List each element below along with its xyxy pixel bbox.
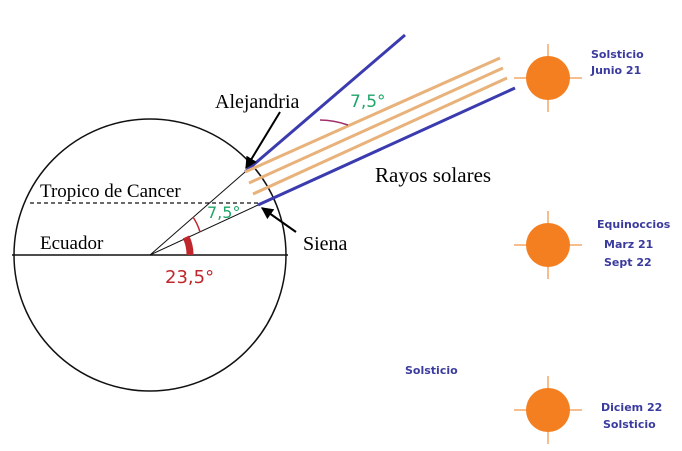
sun-label: Equinoccios (597, 218, 671, 231)
label-latitude: 23,5° (165, 267, 214, 288)
label-angle: 7,5° (350, 92, 386, 112)
sun (526, 56, 570, 100)
sun-label: Solsticio (591, 48, 644, 61)
sun-label: Junio 21 (590, 64, 641, 77)
diagram: Alejandria Siena Tropico de Cancer Ecuad… (0, 0, 682, 451)
label-siena: Siena (303, 233, 348, 255)
label-tropic: Tropico de Cancer (40, 181, 181, 202)
label-alexandria: Alejandria (215, 91, 300, 113)
sun-label: Marz 21 (604, 238, 653, 251)
background (0, 0, 682, 451)
label-angle: 7,5° (207, 203, 240, 222)
sun (526, 388, 570, 432)
side-label: Solsticio (405, 364, 458, 377)
sun (526, 223, 570, 267)
latitude-arc (186, 237, 190, 255)
sun-label: Sept 22 (604, 256, 652, 269)
sun-label: Diciem 22 (601, 401, 662, 414)
label-equator: Ecuador (40, 233, 104, 254)
label-rays: Rayos solares (375, 163, 491, 187)
sun-label: Solsticio (603, 418, 656, 431)
